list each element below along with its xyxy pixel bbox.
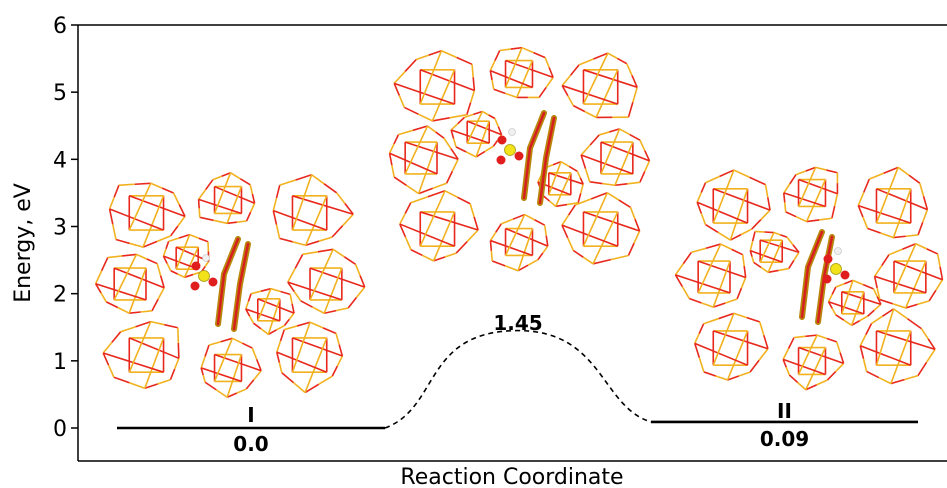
framework-inset-TS <box>388 46 651 272</box>
energy-value-TS: 1.45 <box>493 311 542 335</box>
y-tick-label-6: 6 <box>53 14 67 39</box>
y-axis-label: Energy, eV <box>11 183 36 303</box>
plot-frame <box>77 24 947 462</box>
y-tick-label-4: 4 <box>53 148 67 173</box>
state-label-II: II <box>777 399 792 423</box>
x-axis-label: Reaction Coordinate <box>400 465 623 488</box>
y-tick-label-1: 1 <box>53 350 67 375</box>
framework-inset-I <box>94 172 366 399</box>
energy-profile: I 0.0 II 0.09 1.45 <box>117 311 918 456</box>
y-tick-label-3: 3 <box>53 216 67 241</box>
y-axis-ticks: 0 1 2 3 4 5 6 <box>53 14 78 442</box>
y-tick-label-2: 2 <box>53 283 67 308</box>
structure-insets <box>94 46 944 399</box>
reaction-path-dashed <box>384 329 652 429</box>
y-tick-label-0: 0 <box>53 417 67 442</box>
energy-value-II: 0.09 <box>760 427 809 451</box>
state-label-I: I <box>247 403 254 427</box>
framework-inset-II <box>674 166 944 391</box>
energy-value-I: 0.0 <box>233 432 268 456</box>
y-tick-label-5: 5 <box>53 81 67 106</box>
